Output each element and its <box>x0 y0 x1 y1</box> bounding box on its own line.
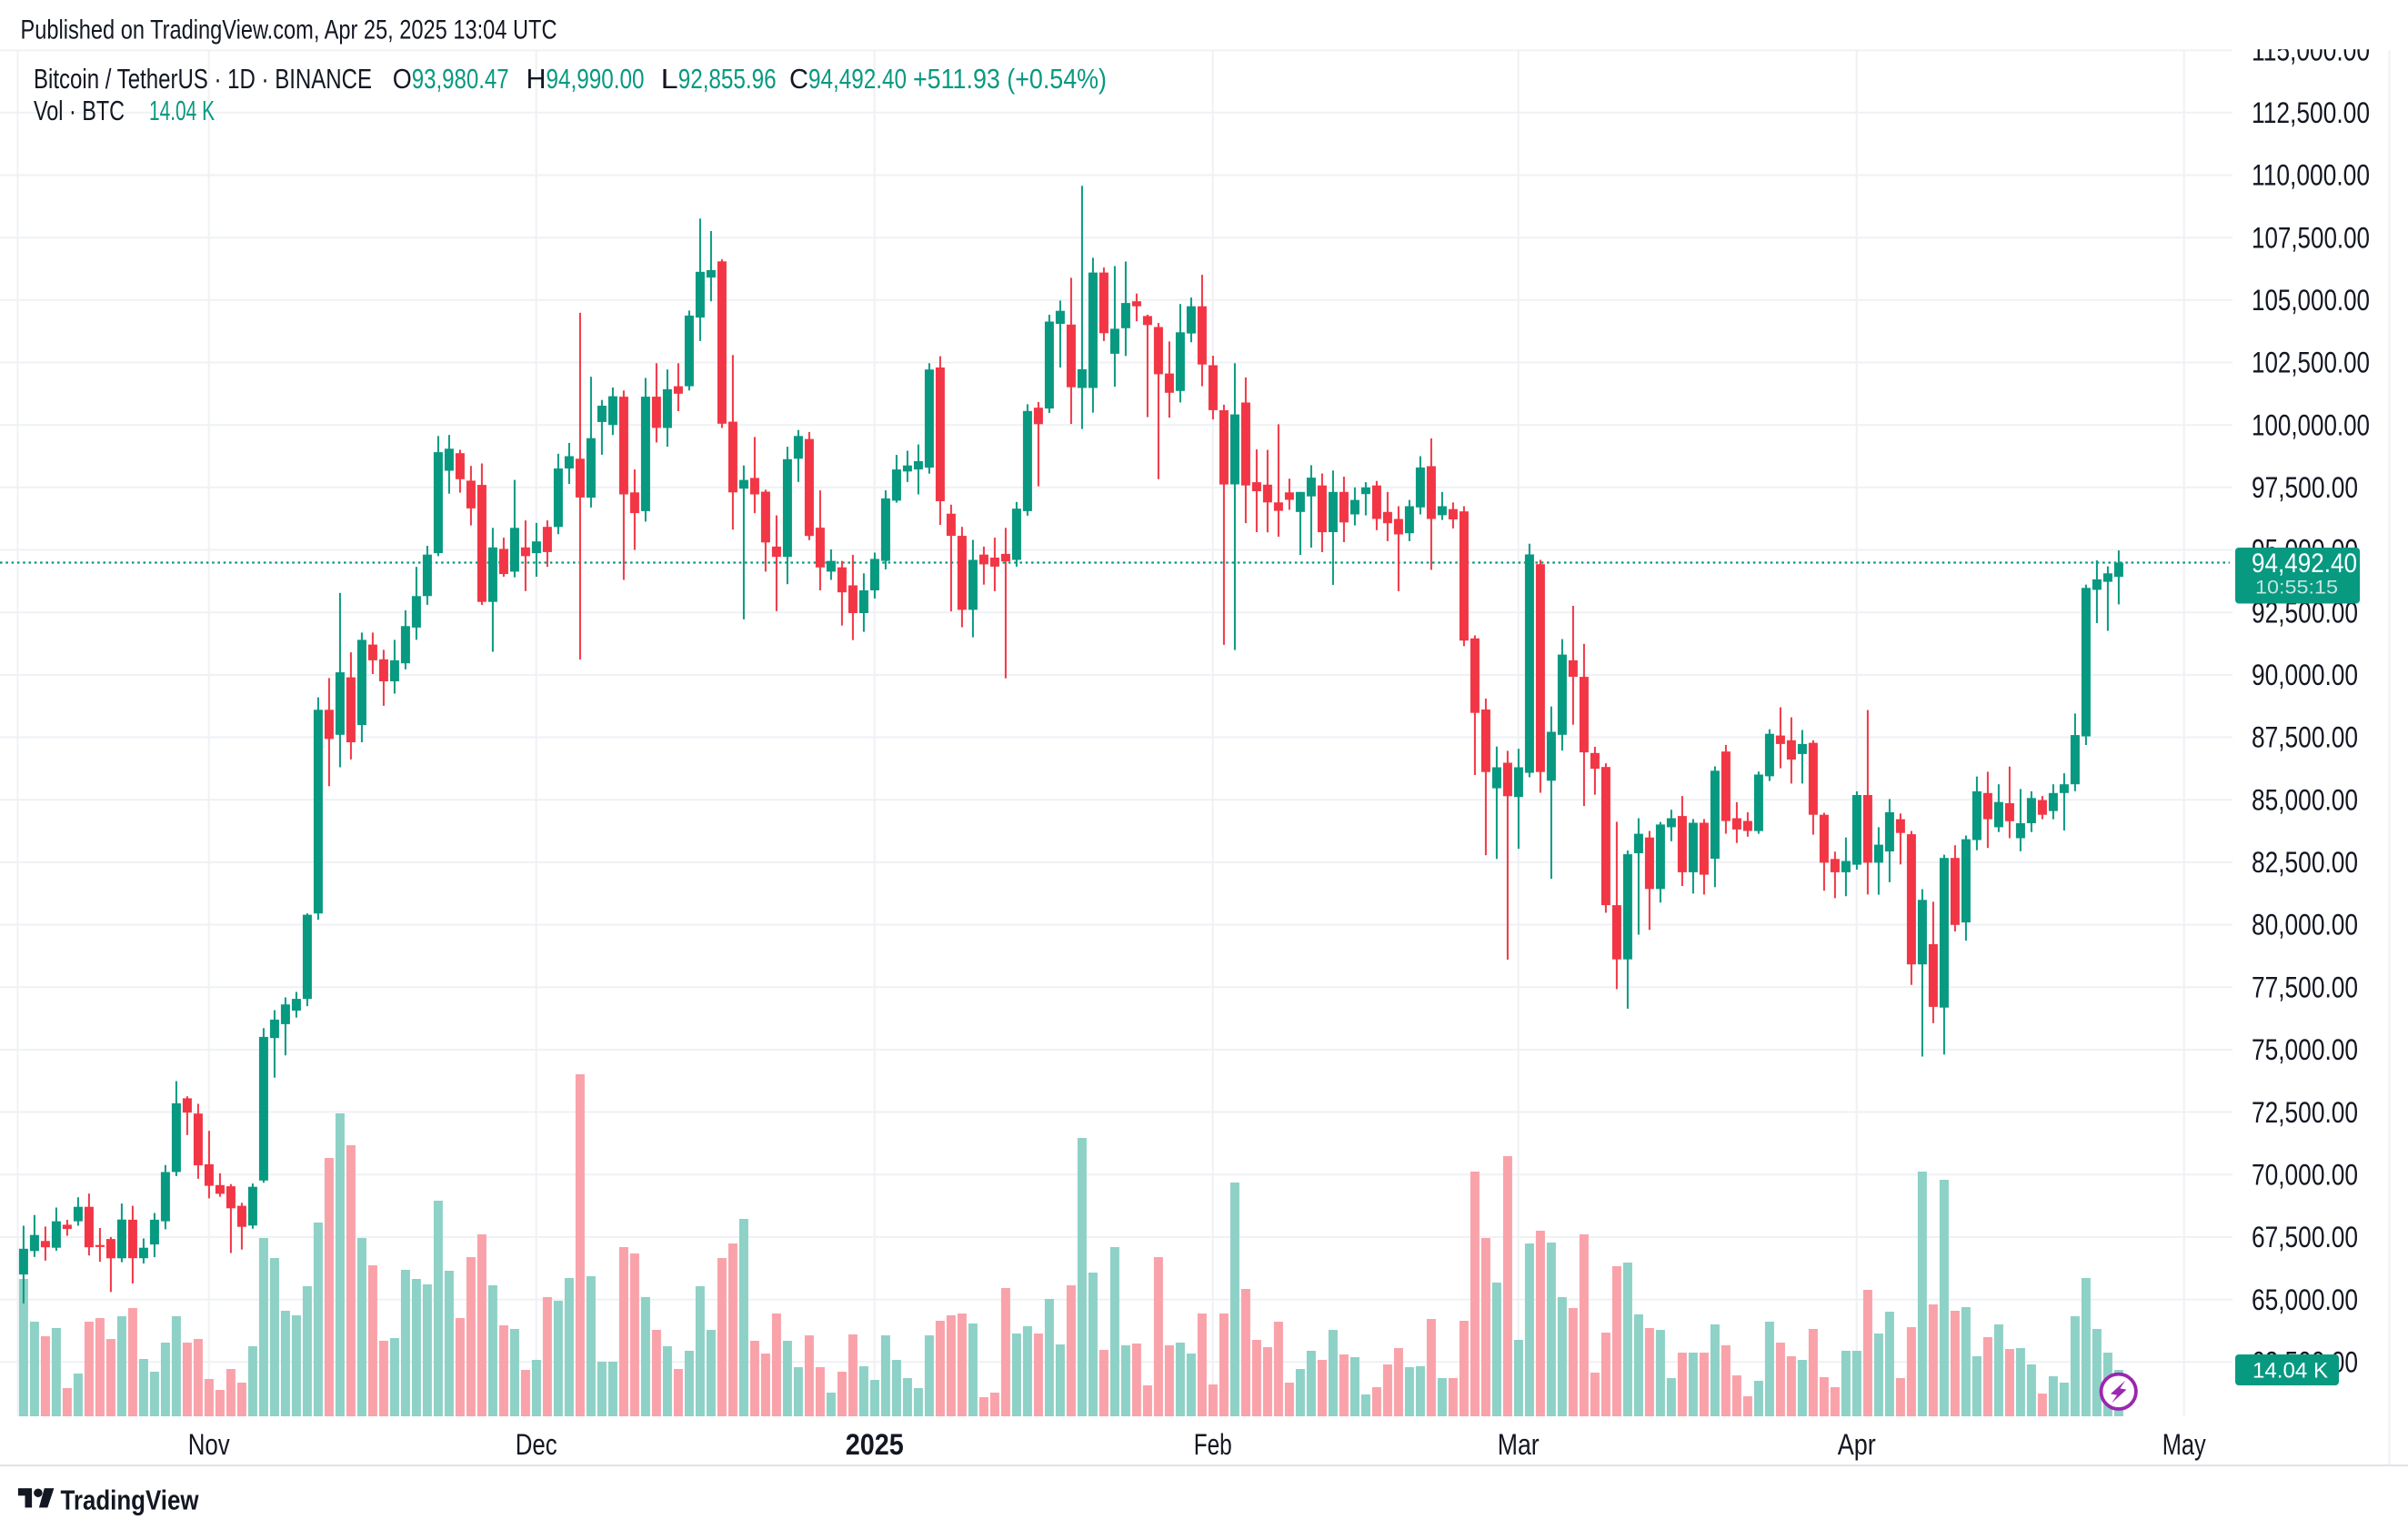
svg-text:85,000.00: 85,000.00 <box>2252 783 2358 816</box>
svg-text:77,500.00: 77,500.00 <box>2252 971 2358 1003</box>
svg-text:+511.93 (+0.54%): +511.93 (+0.54%) <box>913 63 1107 95</box>
svg-text:Dec: Dec <box>516 1428 557 1461</box>
svg-text:70,000.00: 70,000.00 <box>2252 1158 2358 1191</box>
svg-text:67,500.00: 67,500.00 <box>2252 1221 2358 1253</box>
svg-text:72,500.00: 72,500.00 <box>2252 1096 2358 1129</box>
svg-text:Nov: Nov <box>188 1428 230 1461</box>
svg-text:107,500.00: 107,500.00 <box>2252 221 2370 254</box>
svg-text:92,855.96: 92,855.96 <box>678 63 777 95</box>
svg-text:75,000.00: 75,000.00 <box>2252 1033 2358 1066</box>
svg-text:100,000.00: 100,000.00 <box>2252 408 2370 441</box>
svg-text:97,500.00: 97,500.00 <box>2252 471 2358 504</box>
svg-text:14.04 K: 14.04 K <box>2252 1359 2328 1384</box>
svg-text:L: L <box>661 63 678 95</box>
svg-text:110,000.00: 110,000.00 <box>2252 159 2370 192</box>
svg-text:O: O <box>393 63 412 95</box>
svg-text:93,980.47: 93,980.47 <box>412 63 509 95</box>
svg-text:112,500.00: 112,500.00 <box>2252 96 2370 129</box>
svg-text:105,000.00: 105,000.00 <box>2252 284 2370 317</box>
svg-text:80,000.00: 80,000.00 <box>2252 909 2358 941</box>
svg-text:94,492.40: 94,492.40 <box>808 63 907 95</box>
svg-text:82,500.00: 82,500.00 <box>2252 846 2358 879</box>
svg-text:87,500.00: 87,500.00 <box>2252 721 2358 754</box>
svg-text:Vol · BTC: Vol · BTC <box>34 95 125 126</box>
svg-text:94,492.40: 94,492.40 <box>2252 549 2357 579</box>
svg-text:10:55:15: 10:55:15 <box>2255 578 2338 599</box>
svg-text:May: May <box>2162 1428 2206 1461</box>
svg-text:94,990.00: 94,990.00 <box>547 63 645 95</box>
svg-text:Bitcoin / TetherUS · 1D · BINA: Bitcoin / TetherUS · 1D · BINANCE <box>34 63 372 95</box>
svg-text:2025: 2025 <box>846 1428 904 1461</box>
svg-text:Apr: Apr <box>1838 1428 1876 1461</box>
svg-text:102,500.00: 102,500.00 <box>2252 347 2370 379</box>
svg-text:65,000.00: 65,000.00 <box>2252 1283 2358 1316</box>
svg-text:90,000.00: 90,000.00 <box>2252 659 2358 691</box>
svg-text:Feb: Feb <box>1194 1428 1232 1461</box>
svg-text:14.04 K: 14.04 K <box>149 95 215 126</box>
svg-text:C: C <box>789 63 808 95</box>
svg-text:TradingView: TradingView <box>61 1484 200 1515</box>
svg-text:H: H <box>527 63 547 95</box>
svg-text:Mar: Mar <box>1498 1428 1540 1461</box>
svg-text:Published on TradingView.com,: Published on TradingView.com, Apr 25, 20… <box>21 15 557 45</box>
